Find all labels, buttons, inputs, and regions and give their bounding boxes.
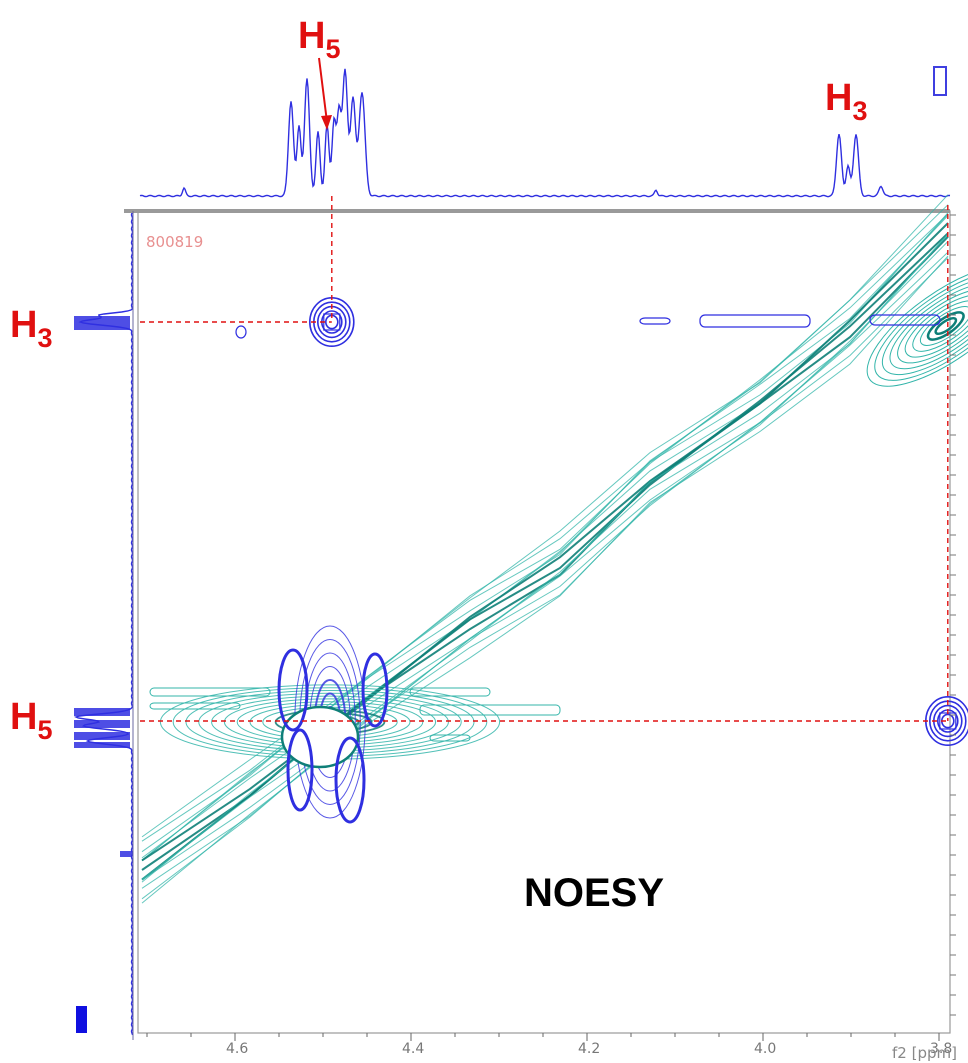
left-projection-peak <box>120 851 132 857</box>
diagonal-contour <box>141 222 949 862</box>
h3-diagonal-contour <box>934 316 958 336</box>
left-projection-peak <box>74 316 130 330</box>
sample-id: 800819 <box>146 233 203 251</box>
x-tick-label: 4.6 <box>226 1041 248 1057</box>
left-h5-label: H5 <box>10 696 52 745</box>
h5-lobe-contour <box>361 652 389 728</box>
h3-diagonal-contour <box>912 300 968 352</box>
left-projection-peak <box>74 708 130 716</box>
left-projection-peak <box>74 720 130 728</box>
top-1d-projection <box>139 68 951 198</box>
diagonal-contour <box>141 204 949 842</box>
diagonal-contour <box>141 255 949 904</box>
h5-streak-contour <box>149 702 241 710</box>
h3-diagonal-contour <box>904 294 968 358</box>
assignment-guides <box>140 196 949 722</box>
contour-plot <box>141 194 968 904</box>
h3-diagonal-contour <box>881 276 968 376</box>
plot-frame-top-bar <box>124 209 950 213</box>
h3-diagonal-contour <box>926 311 965 341</box>
h3-diagonal-contour <box>889 282 968 370</box>
h3-diagonal-contour <box>874 271 968 381</box>
h3-diagonal-contour <box>897 288 968 364</box>
x-axis-label: f2 [ppm] <box>892 1044 957 1062</box>
y-axis-ticks <box>950 214 956 1016</box>
top-h3-label: H3 <box>825 77 867 126</box>
diagonal-contour <box>141 251 949 889</box>
left-1d-projection <box>73 211 134 1036</box>
left-projection-peak <box>74 732 130 740</box>
x-tick-label: 4.4 <box>402 1041 424 1057</box>
left-projection-peak <box>74 742 130 748</box>
h5-lobe-contour <box>334 736 366 824</box>
h5-streak-contour <box>409 687 491 697</box>
left-projection-peaks <box>74 316 132 857</box>
x-tick-label: 4.2 <box>578 1041 600 1057</box>
h5-arrow-head <box>321 115 332 130</box>
h5-lobe-contour <box>277 648 309 732</box>
minor-peak <box>235 325 247 339</box>
diagonal-contour <box>141 213 949 859</box>
h3-artifact-contour <box>639 317 671 325</box>
corner-marker <box>933 66 947 96</box>
chart-title: NOESY <box>524 871 664 915</box>
h3-diagonal-contour <box>866 265 968 387</box>
h3-artifact-contour <box>699 314 811 328</box>
diagonal-contour <box>141 241 949 881</box>
left-h3-label: H3 <box>10 304 52 353</box>
x-tick-label: 4.0 <box>754 1041 776 1057</box>
top-h5-label: H5 <box>298 15 340 64</box>
h3-artifact-contour <box>869 314 941 326</box>
h5-arrow <box>318 57 328 123</box>
h5-streak-contour <box>149 687 271 697</box>
x-axis: 4.6 4.4 4.2 4.0 3.8 <box>146 1033 952 1057</box>
h5-lobe-contour <box>286 728 314 812</box>
h5-streak-contour <box>429 734 471 742</box>
x-tick-label: 3.8 <box>930 1041 952 1057</box>
scale-marker <box>76 1006 87 1033</box>
h5-center-contour <box>280 705 360 769</box>
diagonal-contour <box>141 232 949 871</box>
diagonal-contour <box>141 194 949 838</box>
diagonal-contour <box>141 233 949 880</box>
h5-streak-contour <box>419 704 561 716</box>
